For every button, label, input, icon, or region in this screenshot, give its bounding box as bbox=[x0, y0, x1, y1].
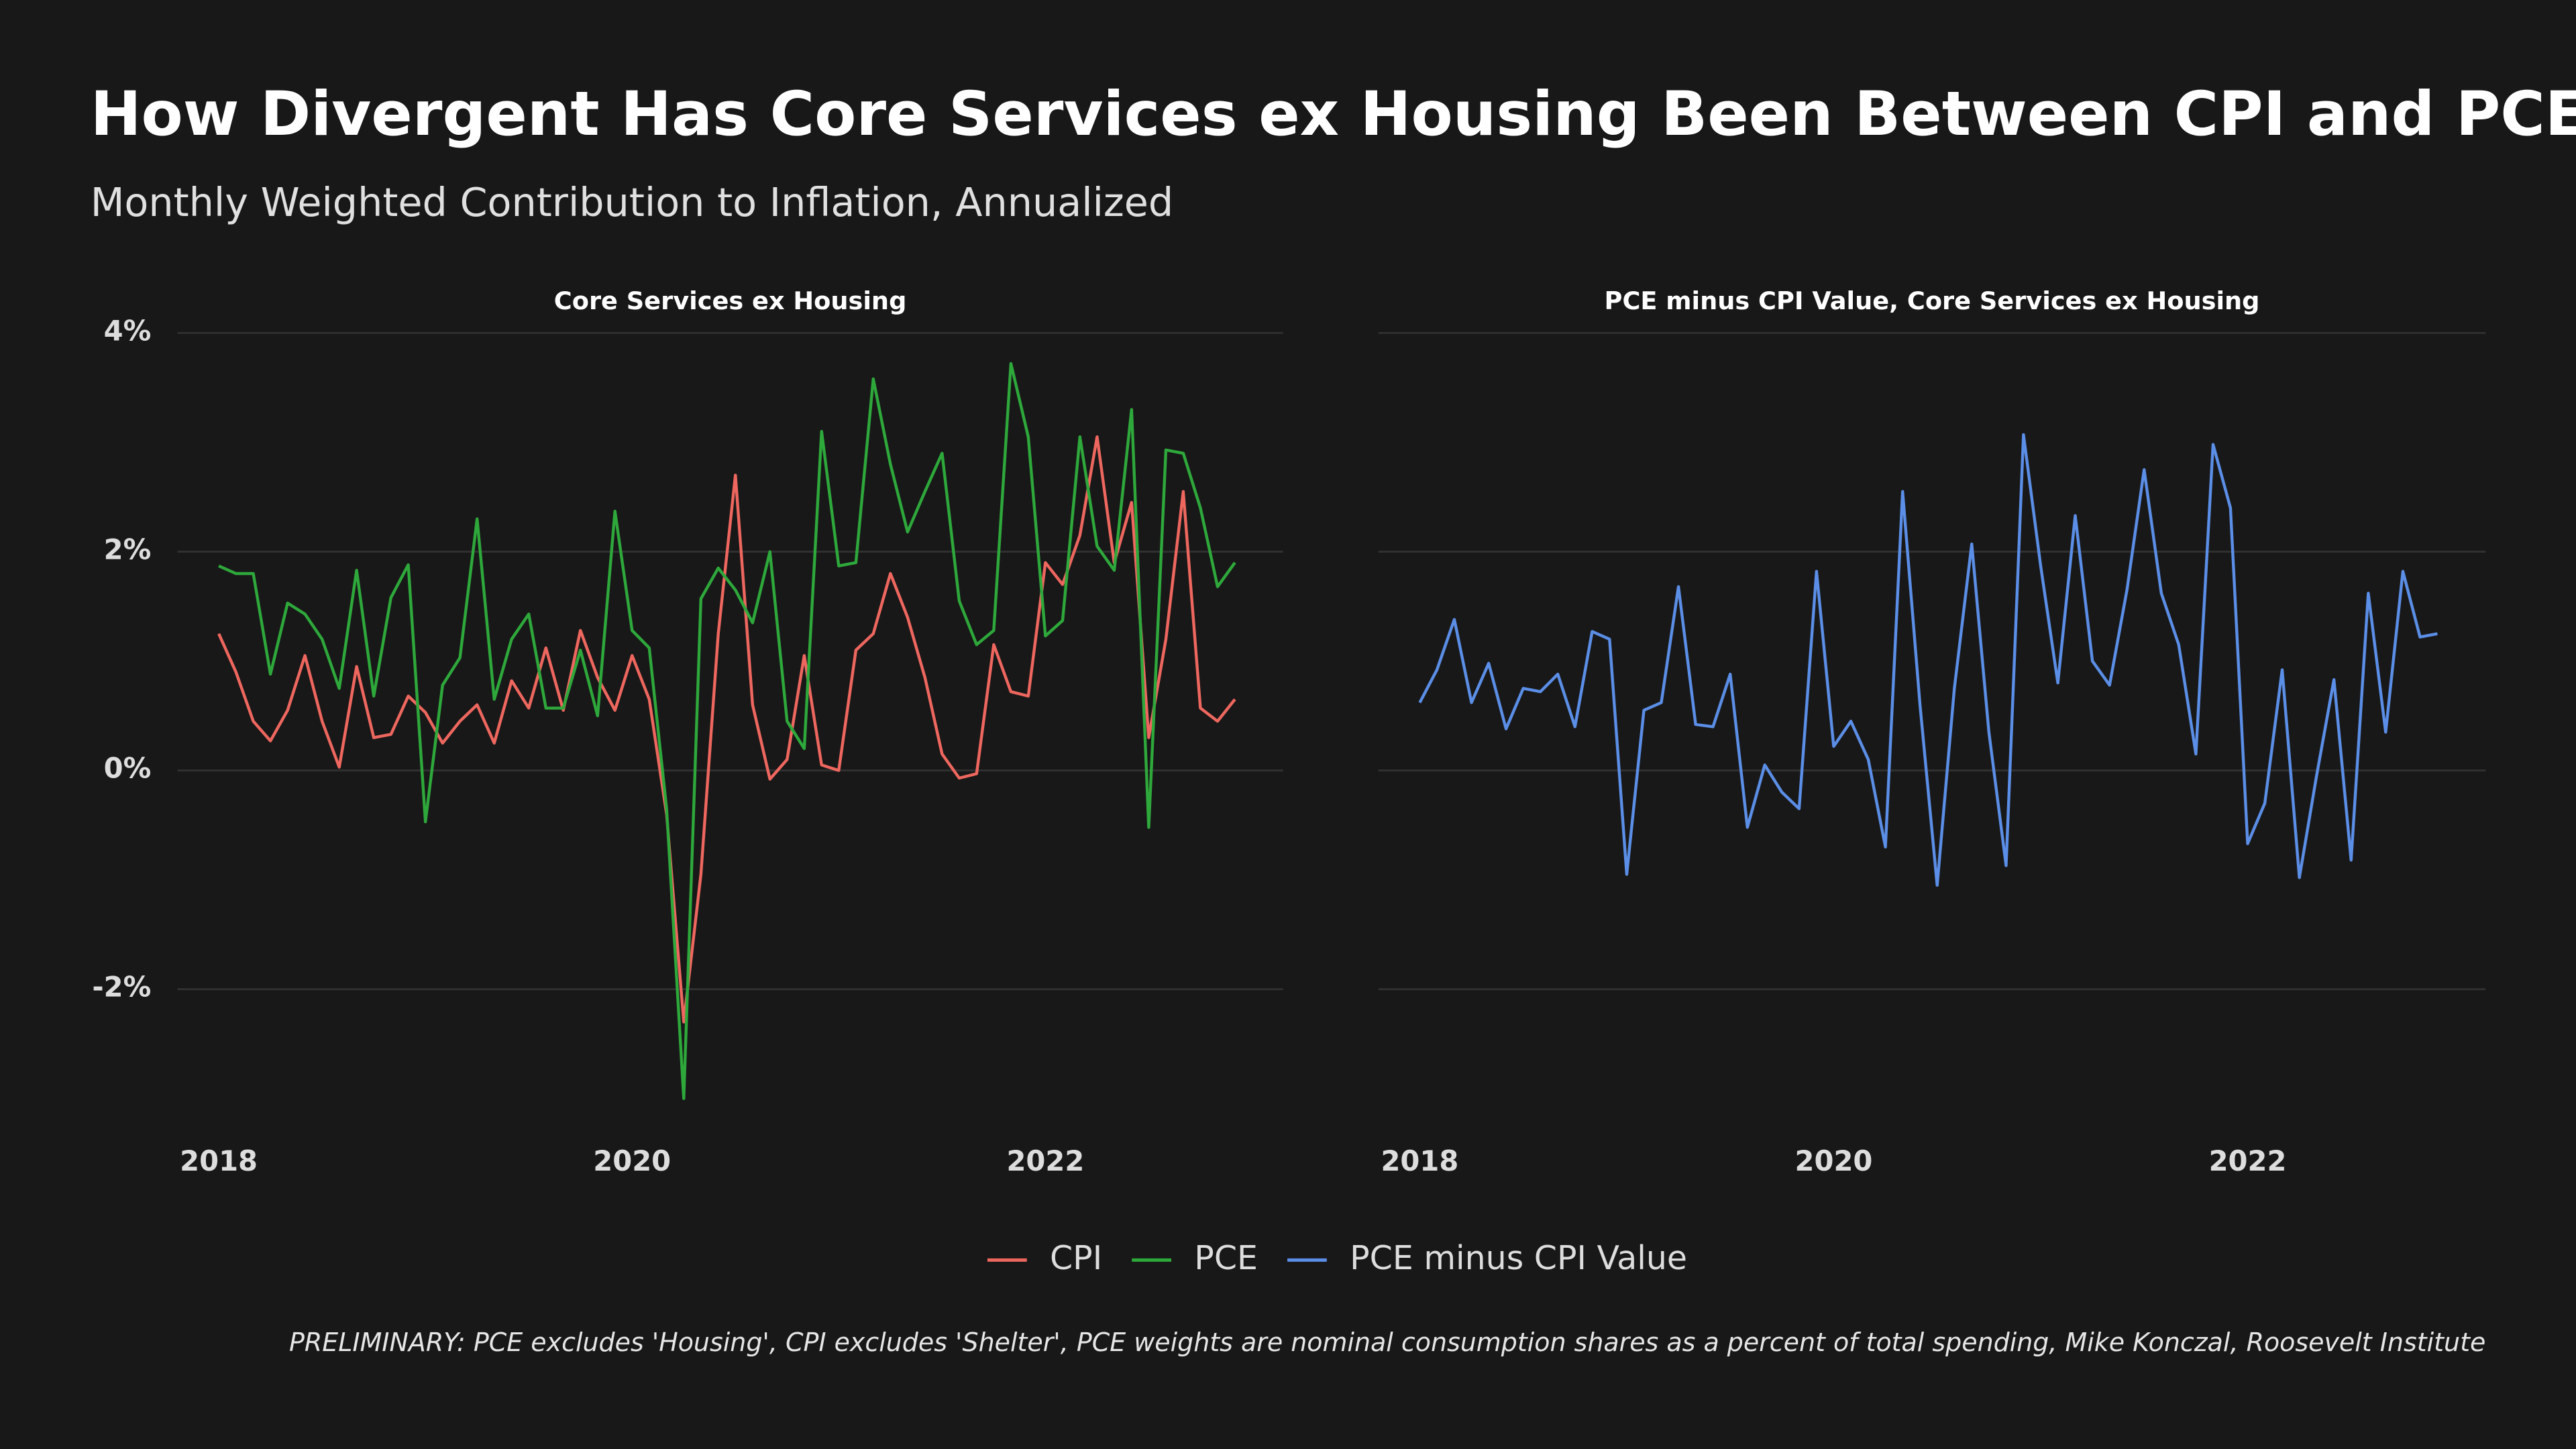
line-series bbox=[1418, 433, 2438, 887]
chart-subtitle: Monthly Weighted Contribution to Inflati… bbox=[91, 179, 1174, 225]
x-tick-label: 2022 bbox=[2209, 1144, 2287, 1177]
legend-label: CPI bbox=[1050, 1239, 1102, 1277]
y-tick-label: -2% bbox=[92, 971, 151, 1004]
y-tick-label: 4% bbox=[104, 314, 152, 347]
caption: PRELIMINARY: PCE excludes 'Housing', CPI… bbox=[289, 1328, 2485, 1357]
legend: CPI PCE PCE minus CPI Value bbox=[987, 1239, 1687, 1277]
panel-title: PCE minus CPI Value, Core Services ex Ho… bbox=[1605, 286, 2260, 315]
x-tick-label: 2020 bbox=[1795, 1144, 1873, 1177]
line-series bbox=[218, 362, 1236, 1100]
y-tick-label: 0% bbox=[104, 751, 152, 784]
x-tick-label: 2018 bbox=[1381, 1144, 1458, 1177]
x-tick-label: 2020 bbox=[593, 1144, 671, 1177]
x-tick-label: 2022 bbox=[1006, 1144, 1084, 1177]
legend-label: PCE minus CPI Value bbox=[1350, 1239, 1687, 1277]
legend-label: PCE bbox=[1194, 1239, 1258, 1277]
y-tick-label: 2% bbox=[104, 533, 152, 566]
panel-title: Core Services ex Housing bbox=[554, 286, 907, 315]
x-tick-label: 2018 bbox=[180, 1144, 258, 1177]
chart-title: How Divergent Has Core Services ex Housi… bbox=[91, 79, 2576, 150]
